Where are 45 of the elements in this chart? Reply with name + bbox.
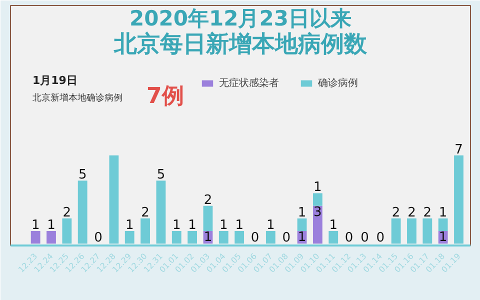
legend-label: 确诊病例: [318, 76, 358, 90]
data-label: 1: [31, 218, 40, 234]
data-label: 2: [204, 192, 212, 208]
text: 7例: [146, 84, 184, 109]
data-label: 2: [423, 205, 432, 220]
data-label: 0: [376, 230, 385, 246]
data-label: 1: [235, 218, 244, 234]
data-label: 1: [188, 218, 196, 234]
data-label: 1: [172, 218, 181, 234]
data-label: 5: [156, 168, 166, 183]
data-label: 1: [438, 205, 448, 220]
data-label: 2: [62, 205, 72, 220]
data-label: 3: [314, 204, 322, 220]
data-label: 1: [125, 218, 134, 234]
data-label: 1: [298, 230, 306, 246]
data-label: 1: [298, 205, 306, 220]
legend-label: 无症状感染者: [219, 76, 279, 90]
bar: [46, 231, 56, 244]
bar: [438, 218, 448, 232]
chart-subtitle: 北京每日新增本地病例数: [113, 30, 368, 58]
data-label: 0: [250, 230, 260, 246]
data-label: 0: [94, 230, 102, 246]
data-label: 1: [314, 180, 322, 196]
bar: [312, 193, 322, 206]
bar: [203, 206, 213, 232]
data-label: 1: [266, 218, 275, 234]
data-label: 1: [438, 230, 448, 246]
chart-title: 2020年12月23日以来: [130, 6, 352, 30]
bar: [312, 206, 322, 244]
data-label: 2: [141, 205, 150, 220]
bar: [30, 231, 40, 244]
data-label: 1: [47, 218, 56, 234]
data-label: 0: [282, 230, 290, 246]
data-label: 1: [204, 230, 212, 246]
text: 1月19日: [32, 74, 78, 87]
bar: [297, 218, 307, 232]
data-label: 1: [220, 218, 228, 234]
data-label: 2: [392, 205, 400, 220]
data-label: 5: [78, 168, 87, 183]
data-label: 0: [344, 230, 354, 246]
data-label: 2: [408, 205, 416, 220]
data-label: 1: [329, 218, 338, 234]
text: 北京新增本地确诊病例: [32, 92, 122, 104]
data-label: 0: [360, 230, 369, 246]
data-label: 7: [454, 142, 463, 158]
